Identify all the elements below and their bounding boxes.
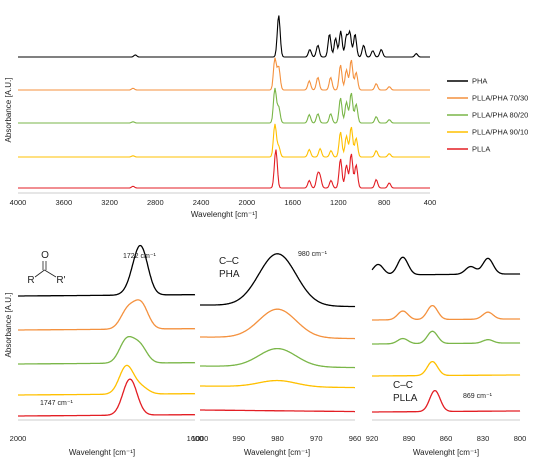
pha-cc-tick-990: 990 bbox=[233, 434, 246, 443]
structure-r: R bbox=[27, 275, 34, 286]
annotation-1747: 1747 cm⁻¹ bbox=[40, 400, 74, 407]
carbonyl-series-pha bbox=[18, 244, 196, 297]
plla-cc-x-axis-label: Wavelenght [cm⁻¹] bbox=[413, 448, 479, 457]
main-tick-2000: 2000 bbox=[239, 198, 256, 207]
plla-cc-series-plla-pha-70-30 bbox=[372, 304, 521, 321]
legend-label-plla-pha-70-30: PLLA/PHA 70/30 bbox=[472, 94, 528, 103]
carbonyl-series bbox=[18, 244, 196, 417]
main-series-pha bbox=[18, 15, 430, 58]
main-x-ticks: 4000 3600 3200 2800 2400 2000 1600 1200 800 400 bbox=[10, 198, 437, 207]
carbonyl-tick-2000: 2000 bbox=[10, 434, 27, 443]
carbonyl-tick-1600: 1600 bbox=[187, 434, 204, 443]
carbonyl-series-plla-pha-80-20 bbox=[18, 335, 196, 365]
carbonyl-structure-icon: O R R' bbox=[27, 250, 65, 286]
pha-cc-series-plla bbox=[200, 409, 355, 413]
main-tick-3600: 3600 bbox=[55, 198, 72, 207]
legend-label-pha: PHA bbox=[472, 77, 487, 86]
main-tick-2800: 2800 bbox=[147, 198, 164, 207]
main-spectrum-series bbox=[18, 15, 430, 189]
carbonyl-y-axis-label: Absorbance [A.U.] bbox=[4, 293, 13, 358]
annotation-cc-pha-bond: C–C bbox=[219, 256, 239, 267]
pha-cc-x-axis-label: Wavelenght [cm⁻¹] bbox=[244, 448, 310, 457]
main-tick-4000: 4000 bbox=[10, 198, 27, 207]
annotation-cc-pha-name: PHA bbox=[219, 269, 240, 280]
pha-cc-tick-1000: 1000 bbox=[192, 434, 209, 443]
pha-cc-x-ticks: 1000 990 980 970 960 bbox=[192, 434, 362, 443]
main-series-plla-pha-90-10 bbox=[18, 123, 430, 158]
pha-cc-tick-960: 960 bbox=[349, 434, 362, 443]
structure-oxygen: O bbox=[41, 250, 49, 261]
annotation-869: 869 cm⁻¹ bbox=[463, 393, 493, 400]
carbonyl-series-plla-pha-70-30 bbox=[18, 299, 196, 331]
plla-cc-tick-920: 920 bbox=[366, 434, 379, 443]
plla-cc-series-plla-pha-90-10 bbox=[372, 360, 521, 377]
structure-r-prime: R' bbox=[56, 275, 65, 286]
main-tick-1200: 1200 bbox=[330, 198, 347, 207]
plla-cc-series-plla-pha-80-20 bbox=[372, 330, 521, 345]
pha-cc-series bbox=[200, 253, 356, 413]
carbonyl-series-plla-pha-90-10 bbox=[18, 364, 196, 396]
plla-cc-series bbox=[371, 256, 521, 413]
pha-cc-tick-970: 970 bbox=[310, 434, 323, 443]
pha-cc-series-plla-pha-70-30 bbox=[200, 308, 355, 340]
plla-cc-x-ticks: 920 890 860 830 800 bbox=[366, 434, 527, 443]
main-legend: PHA PLLA/PHA 70/30 PLLA/PHA 80/20 PLLA/PHA … bbox=[447, 77, 528, 154]
legend-label-plla-pha-80-20: PLLA/PHA 80/20 bbox=[472, 111, 528, 120]
legend-label-plla: PLLA bbox=[472, 145, 490, 154]
pha-cc-series-plla-pha-90-10 bbox=[200, 379, 355, 389]
main-tick-400: 400 bbox=[424, 198, 437, 207]
annotation-980: 980 cm⁻¹ bbox=[298, 251, 328, 258]
pha-cc-panel: 1000 990 980 970 960 Wavelenght [cm⁻¹] 980 c… bbox=[192, 251, 362, 457]
plla-cc-tick-860: 860 bbox=[440, 434, 453, 443]
annotation-cc-plla-name: PLLA bbox=[393, 393, 418, 404]
carbonyl-x-ticks: 2000 1600 bbox=[10, 434, 204, 443]
main-y-axis-label: Absorbance [A.U.] bbox=[4, 78, 13, 143]
carbonyl-x-axis-label: Wavelenght [cm⁻¹] bbox=[69, 448, 135, 457]
annotation-1722: 1722 cm⁻¹ bbox=[123, 253, 157, 260]
plla-cc-tick-830: 830 bbox=[477, 434, 490, 443]
pha-cc-tick-980: 980 bbox=[271, 434, 284, 443]
plla-cc-series-pha bbox=[371, 256, 521, 276]
main-tick-1600: 1600 bbox=[284, 198, 301, 207]
legend-label-plla-pha-90-10: PLLA/PHA 90/10 bbox=[472, 128, 528, 137]
main-tick-800: 800 bbox=[378, 198, 391, 207]
pha-cc-series-pha bbox=[200, 253, 356, 308]
main-series-plla bbox=[18, 149, 430, 189]
annotation-cc-plla-bond: C–C bbox=[393, 380, 413, 391]
main-tick-3200: 3200 bbox=[101, 198, 118, 207]
carbonyl-panel: 2000 1600 Wavelenght [cm⁻¹] Absorbance [A… bbox=[4, 244, 204, 457]
plla-cc-tick-800: 800 bbox=[514, 434, 527, 443]
plla-cc-tick-890: 890 bbox=[403, 434, 416, 443]
plla-cc-panel: 920 890 860 830 800 Wavelenght [cm⁻¹] 869 cm… bbox=[366, 256, 527, 457]
main-x-axis-label: Wavelenght [cm⁻¹] bbox=[191, 210, 257, 219]
main-tick-2400: 2400 bbox=[193, 198, 210, 207]
carbonyl-series-plla bbox=[18, 378, 196, 417]
main-series-plla-pha-80-20 bbox=[18, 87, 430, 124]
main-series-plla-pha-70-30 bbox=[18, 57, 430, 91]
main-spectrum-panel: 4000 3600 3200 2800 2400 2000 1600 1200 800 400 W… bbox=[4, 15, 528, 219]
pha-cc-series-plla-pha-80-20 bbox=[200, 347, 355, 369]
plla-cc-series-plla bbox=[372, 389, 521, 413]
